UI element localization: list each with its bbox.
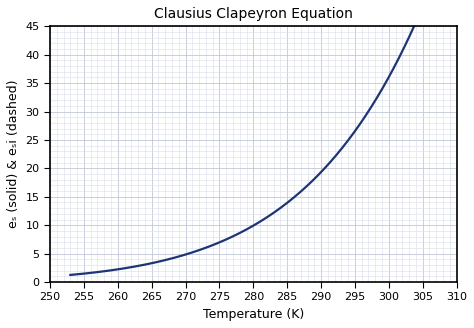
Y-axis label: eₛ (solid) & eₛi (dashed): eₛ (solid) & eₛi (dashed) — [7, 80, 20, 228]
Title: Clausius Clapeyron Equation: Clausius Clapeyron Equation — [154, 7, 353, 21]
X-axis label: Temperature (K): Temperature (K) — [203, 308, 304, 321]
